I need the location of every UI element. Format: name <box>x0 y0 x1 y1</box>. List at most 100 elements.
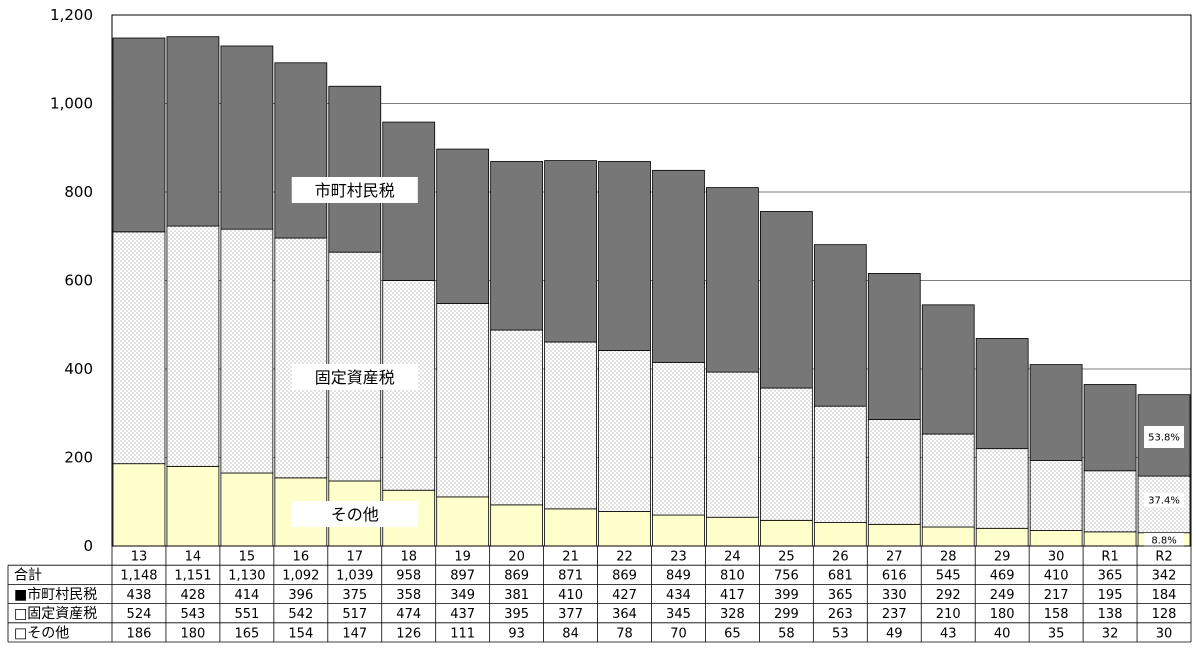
x-tick-label: 29 <box>994 550 1011 565</box>
table-row-label: ■市町村民税 <box>14 586 97 603</box>
table-cell: 810 <box>720 569 745 584</box>
table-cell: 417 <box>720 588 745 603</box>
table-cell: 158 <box>1044 607 1069 622</box>
bar-kotei <box>274 237 328 479</box>
bar-kotei <box>652 361 705 516</box>
table-cell: 58 <box>778 626 795 641</box>
table-cell: 399 <box>774 588 799 603</box>
table-cell: 1,148 <box>120 569 157 584</box>
table-cell: 32 <box>1102 626 1119 641</box>
bar-kotei <box>112 231 166 465</box>
table-cell: 897 <box>450 569 475 584</box>
table-cell: 184 <box>1152 588 1177 603</box>
table-cell: 545 <box>936 569 961 584</box>
bar-kotei <box>490 329 543 506</box>
bar-kotei <box>975 448 1029 529</box>
table-cell: 365 <box>1098 569 1123 584</box>
table-cell: 328 <box>720 607 745 622</box>
bar-shichoson <box>598 161 651 351</box>
bar-sonota <box>975 527 1029 547</box>
table-cell: 138 <box>1098 607 1123 622</box>
percent-label: 8.8% <box>1151 536 1176 547</box>
table-cell: 111 <box>450 626 475 641</box>
table-cell: 126 <box>396 626 421 641</box>
bar-sonota <box>112 463 166 547</box>
table-cell: 1,039 <box>336 569 373 584</box>
data-table: 13 14 15 16 17 18 19 20 21 22 23 24 25 26 27 28 29 30 R1 R2… <box>7 545 1192 643</box>
table-cell: 869 <box>504 569 529 584</box>
y-tick-label: 800 <box>64 183 93 201</box>
table-cell: 70 <box>670 626 687 641</box>
table-cell: 299 <box>774 607 799 622</box>
x-tick-label: 25 <box>778 550 795 565</box>
table-cell: 180 <box>181 626 206 641</box>
bar-kotei <box>867 419 921 525</box>
x-tick-label: 18 <box>400 550 417 565</box>
y-tick-label: 1,000 <box>50 95 93 113</box>
bar-shichoson <box>975 338 1029 450</box>
table-cell: 358 <box>396 588 421 603</box>
table-cell: 154 <box>288 626 313 641</box>
table-cell: 849 <box>666 569 691 584</box>
x-tick-label: R2 <box>1155 550 1172 565</box>
table-cell: 249 <box>990 588 1015 603</box>
bars-layer <box>112 36 1191 547</box>
bar-shichoson <box>813 244 867 407</box>
series-label: 市町村民税 <box>315 181 395 200</box>
bar-kotei <box>706 371 759 518</box>
table-cell: 427 <box>612 588 637 603</box>
table-cell: 396 <box>288 588 313 603</box>
y-tick-label: 200 <box>64 449 93 467</box>
table-cell: 263 <box>828 607 853 622</box>
bar-sonota <box>706 516 759 547</box>
x-tick-label: 14 <box>185 550 202 565</box>
bar-kotei <box>921 433 975 528</box>
table-row-label: □その他 <box>14 625 69 641</box>
table-cell: 342 <box>1152 569 1177 584</box>
table-cell: 78 <box>616 626 633 641</box>
table-cell: 237 <box>882 607 907 622</box>
table-row-label: 合計 <box>14 568 42 584</box>
table-cell: 147 <box>342 626 367 641</box>
x-tick-label: 19 <box>454 550 471 565</box>
bar-sonota <box>921 526 975 547</box>
table-cell: 1,130 <box>228 569 265 584</box>
x-tick-label: 16 <box>293 550 310 565</box>
bar-kotei <box>598 350 651 512</box>
table-cell: 49 <box>886 626 903 641</box>
bar-shichoson <box>274 62 328 239</box>
table-cell: 438 <box>127 588 152 603</box>
bar-sonota <box>813 522 867 547</box>
bar-sonota <box>760 519 813 547</box>
table-cell: 165 <box>234 626 259 641</box>
table-cell: 414 <box>234 588 259 603</box>
table-cell: 428 <box>181 588 206 603</box>
x-tick-label: 21 <box>562 550 579 565</box>
table-cell: 128 <box>1152 607 1177 622</box>
x-tick-label: 13 <box>131 550 148 565</box>
x-tick-label: 27 <box>886 550 903 565</box>
series-label-box <box>291 364 418 390</box>
table-cell: 345 <box>666 607 691 622</box>
table-cell: 292 <box>936 588 961 603</box>
bar-shichoson <box>436 148 490 304</box>
bar-shichoson <box>544 160 597 343</box>
table-cell: 381 <box>504 588 529 603</box>
bar-shichoson <box>112 37 166 233</box>
table-cell: 543 <box>181 607 206 622</box>
table-cell: 871 <box>558 569 583 584</box>
table-cell: 349 <box>450 588 475 603</box>
table-cell: 869 <box>612 569 637 584</box>
bar-sonota <box>490 504 543 547</box>
y-tick-label: 600 <box>64 272 93 290</box>
table-cell: 517 <box>342 607 367 622</box>
bar-sonota <box>598 511 651 547</box>
bar-shichoson <box>652 169 705 363</box>
table-cell: 210 <box>936 607 961 622</box>
table-cell: 375 <box>342 588 367 603</box>
table-cell: 551 <box>234 607 259 622</box>
series-label-box <box>291 501 418 527</box>
bar-sonota <box>436 496 490 547</box>
bar-shichoson <box>1083 384 1137 472</box>
bar-shichoson <box>220 45 274 230</box>
